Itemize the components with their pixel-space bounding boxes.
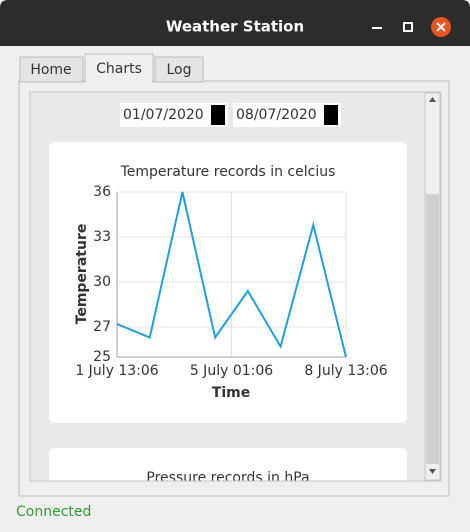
date-picker-button[interactable] (211, 105, 225, 125)
tab-label: Log (166, 62, 191, 78)
status-text: Connected (16, 504, 91, 520)
x-tick-label: 8 July 13:06 (304, 363, 387, 379)
scroll-clip (31, 481, 424, 495)
x-tick-label: 1 July 13:06 (75, 363, 158, 379)
y-tick-label: 25 (93, 349, 111, 365)
chart-title: Temperature records in celcius (120, 164, 336, 180)
tab[interactable] (19, 56, 84, 83)
x-axis-label: Time (212, 385, 250, 401)
scroll-thumb[interactable] (426, 194, 439, 464)
title-bar (0, 0, 470, 46)
tab[interactable] (154, 56, 204, 83)
window-title: Weather Station (166, 18, 304, 36)
y-tick-label: 30 (93, 274, 111, 290)
date-to[interactable] (233, 103, 341, 127)
y-tick-label: 36 (93, 184, 111, 200)
line-series (116, 191, 347, 358)
date-from[interactable] (120, 103, 228, 127)
date-to-text: 08/07/2020 (236, 107, 317, 123)
close-icon (436, 22, 446, 32)
chart-card (49, 448, 407, 488)
date-from-text: 01/07/2020 (123, 107, 204, 123)
scroll-down[interactable] (429, 469, 436, 474)
date-picker-button[interactable] (324, 105, 338, 125)
tab-active[interactable] (84, 53, 154, 83)
x-tick-label: 5 July 01:06 (190, 363, 273, 379)
y-tick-label: 27 (93, 319, 111, 335)
y-axis-label: Temperature (74, 224, 90, 325)
y-tick-label: 33 (93, 229, 111, 245)
tab-label: Charts (96, 61, 142, 77)
tab-label: Home (30, 62, 71, 78)
maximize-button[interactable] (403, 22, 413, 32)
scroll-up[interactable] (429, 97, 436, 102)
